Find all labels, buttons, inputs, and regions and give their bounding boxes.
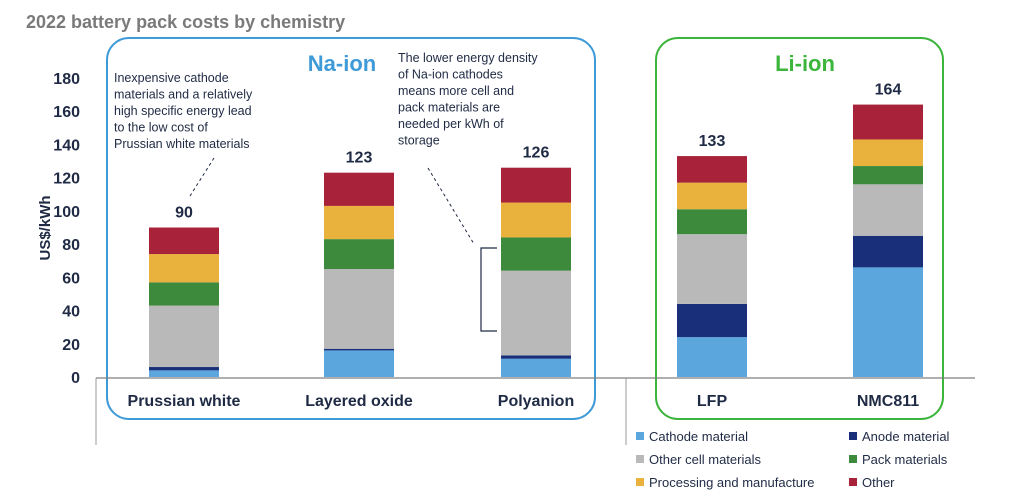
bar-polyanion-anode-material xyxy=(501,355,571,359)
legend-label-cathode-material: Cathode material xyxy=(649,429,748,444)
group-label-na-ion: Na-ion xyxy=(308,51,376,76)
total-label-polyanion: 126 xyxy=(523,145,550,162)
x-tick-label-lfp: LFP xyxy=(697,393,728,410)
total-label-layered-oxide: 123 xyxy=(346,150,373,167)
annotation-1: Inexpensive cathode materials and a relat… xyxy=(114,71,253,151)
y-tick-label-80: 80 xyxy=(62,237,80,254)
bar-layered-oxide-other-cell-materials xyxy=(324,269,394,349)
legend-swatch-processing-and-manufacture xyxy=(636,478,644,486)
legend-swatch-anode-material xyxy=(849,432,857,440)
bar-prussian-white-other-cell-materials xyxy=(149,305,219,368)
legend-swatch-pack-materials xyxy=(849,455,857,463)
y-tick-label-60: 60 xyxy=(62,270,80,287)
annotation-2: The lower energy density of Na-ion cathod… xyxy=(398,51,538,148)
annotation-1-line-2: materials and a relatively xyxy=(114,88,253,102)
annotation-2-line-5: needed per kWh of xyxy=(398,117,504,131)
legend-swatch-cathode-material xyxy=(636,432,644,440)
bar-prussian-white-cathode-material xyxy=(149,370,219,377)
bar-polyanion-pack-materials xyxy=(501,237,571,271)
bar-lfp-other-cell-materials xyxy=(677,234,747,304)
y-tick-label-100: 100 xyxy=(53,204,80,221)
y-tick-label-160: 160 xyxy=(53,104,80,121)
bar-lfp-cathode-material xyxy=(677,337,747,377)
bar-polyanion-other-cell-materials xyxy=(501,270,571,356)
bar-lfp-anode-material xyxy=(677,303,747,338)
y-tick-label-20: 20 xyxy=(62,337,80,354)
bar-nmc811-other-cell-materials xyxy=(853,184,923,236)
x-tick-label-nmc811: NMC811 xyxy=(857,393,919,410)
bar-nmc811-other xyxy=(853,104,923,140)
total-label-lfp: 133 xyxy=(699,133,726,150)
legend-label-other: Other xyxy=(862,475,895,490)
bar-prussian-white-anode-material xyxy=(149,367,219,371)
annotation-2-bracket xyxy=(480,247,497,332)
total-label-prussian-white: 90 xyxy=(175,205,193,222)
bar-layered-oxide-other xyxy=(324,172,394,206)
y-tick-label-140: 140 xyxy=(53,137,80,154)
annotation-1-line-4: to the low cost of xyxy=(114,121,208,135)
y-tick-label-40: 40 xyxy=(62,304,80,321)
bar-polyanion-other xyxy=(501,167,571,203)
y-axis-label: US$/kWh xyxy=(37,195,54,260)
x-tick-label-polyanion: Polyanion xyxy=(498,393,574,410)
annotation-2-line-3: means more cell and xyxy=(398,84,514,98)
bar-prussian-white-other xyxy=(149,227,219,255)
legend-swatch-other xyxy=(849,478,857,486)
bar-layered-oxide-anode-material xyxy=(324,348,394,351)
legend-swatch-other-cell-materials xyxy=(636,455,644,463)
annotation-1-line-1: Inexpensive cathode xyxy=(114,71,229,85)
bar-polyanion-processing-and-manufacture xyxy=(501,202,571,238)
annotation-2-connector xyxy=(427,167,475,245)
bar-lfp-pack-materials xyxy=(677,209,747,235)
legend-label-pack-materials: Pack materials xyxy=(862,452,948,467)
annotation-2-line-4: pack materials are xyxy=(398,101,500,115)
total-label-nmc811: 164 xyxy=(875,82,902,99)
annotation-2-line-1: The lower energy density xyxy=(398,51,538,65)
annotation-2-line-2: of Na-ion cathodes xyxy=(398,68,503,82)
bar-nmc811-processing-and-manufacture xyxy=(853,139,923,167)
x-tick-label-prussian-white: Prussian white xyxy=(128,393,241,410)
legend-label-anode-material: Anode material xyxy=(862,429,950,444)
x-tick-label-layered-oxide: Layered oxide xyxy=(305,393,413,410)
bar-lfp-processing-and-manufacture xyxy=(677,182,747,210)
group-box-na-ion xyxy=(106,37,596,420)
bar-polyanion-cathode-material xyxy=(501,358,571,377)
bar-layered-oxide-cathode-material xyxy=(324,350,394,377)
annotation-1-line-3: high specific energy lead xyxy=(114,104,252,118)
bar-nmc811-pack-materials xyxy=(853,166,923,185)
annotation-1-connector xyxy=(189,157,215,197)
legend-label-other-cell-materials: Other cell materials xyxy=(649,452,761,467)
bar-layered-oxide-pack-materials xyxy=(324,239,394,270)
bar-layered-oxide-processing-and-manufacture xyxy=(324,205,394,240)
bar-nmc811-cathode-material xyxy=(853,267,923,377)
group-label-li-ion: Li-ion xyxy=(775,51,835,76)
bar-prussian-white-pack-materials xyxy=(149,282,219,306)
y-tick-label-0: 0 xyxy=(71,370,80,387)
annotation-2-line-6: storage xyxy=(398,134,440,148)
annotation-1-line-5: Prussian white materials xyxy=(114,137,249,151)
legend-label-processing-and-manufacture: Processing and manufacture xyxy=(649,475,814,490)
chart-title: 2022 battery pack costs by chemistry xyxy=(26,12,345,32)
bar-lfp-other xyxy=(677,156,747,183)
group-box-li-ion xyxy=(655,37,944,420)
bar-nmc811-anode-material xyxy=(853,235,923,268)
y-tick-label-120: 120 xyxy=(53,171,80,188)
bar-prussian-white-processing-and-manufacture xyxy=(149,254,219,283)
y-tick-label-180: 180 xyxy=(53,71,80,88)
